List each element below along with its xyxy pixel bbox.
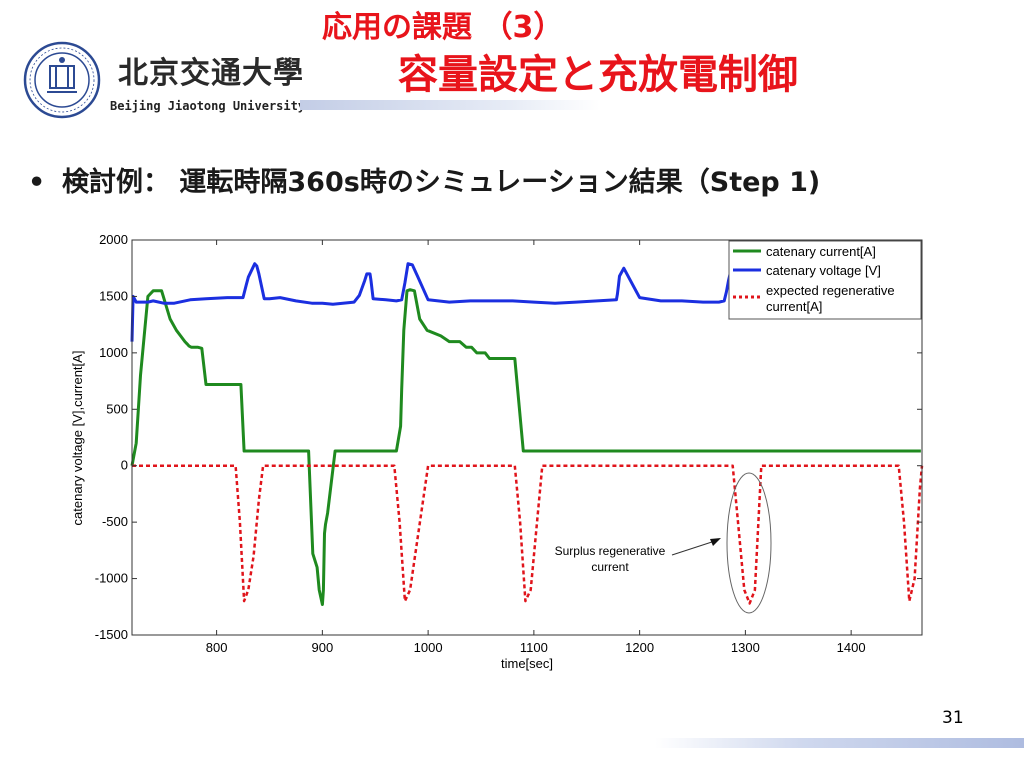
chart-legend: catenary current[A] catenary voltage [V]… [728,240,922,320]
university-seal-icon [23,41,101,119]
legend-label-expected: expected regenerative current[A] [766,283,898,314]
header-decoration [300,100,600,110]
series-line-catenary-current [130,288,921,606]
bullet-item: • 検討例： 運転時隔360s時のシミュレーション結果（Step 1) [28,160,820,199]
annotation-arrowhead [710,538,721,546]
tick-layer: 800 900 1000 1100 1200 1300 1400 2000 1500 1000 50… [95,232,922,655]
annotation-text-line1: Surplus regenerative [555,544,666,558]
y-tick-label: -500 [102,514,128,529]
legend-label-current: catenary current[A] [766,244,876,259]
series-line-expected-regenerative-current [132,464,924,605]
y-tick-label: 2000 [99,232,128,247]
y-tick-label: 1000 [99,345,128,360]
slide-title-main: 容量設定と充放電制御 [398,52,798,98]
annotation-arrow-line [671,539,719,556]
plot-frame [131,239,923,636]
legend-label-voltage: catenary voltage [V] [766,263,881,278]
y-tick-label: 0 [121,458,128,473]
y-axis-label: catenary voltage [V],current[A] [70,351,85,526]
x-tick-label: 800 [206,640,228,655]
annotation-text-line2: current [591,560,629,574]
page-number: 31 [942,708,964,728]
university-logo-english: Beijing Jiaotong University [110,99,306,113]
bullet-marker: • [28,167,46,198]
x-tick-label: 1400 [837,640,866,655]
bullet-text: 検討例： 運転時隔360s時のシミュレーション結果（Step 1) [62,167,821,198]
x-tick-label: 1300 [731,640,760,655]
y-tick-label: 1500 [99,288,128,303]
x-tick-label: 900 [312,640,334,655]
x-tick-label: 1100 [520,640,548,655]
university-logo-chinese: 北京交通大學 [118,56,304,91]
slide-title-small: 応用の課題 （3） [322,10,564,45]
x-tick-label: 1000 [414,640,443,655]
footer-decoration [655,738,1024,748]
y-tick-label: -1000 [95,571,128,586]
x-axis-label: time[sec] [501,656,553,671]
y-tick-label: 500 [106,401,128,416]
legend-box [728,240,922,320]
annotation-ellipse [726,472,772,614]
x-tick-label: 1200 [625,640,654,655]
y-tick-label: -1500 [95,627,128,642]
